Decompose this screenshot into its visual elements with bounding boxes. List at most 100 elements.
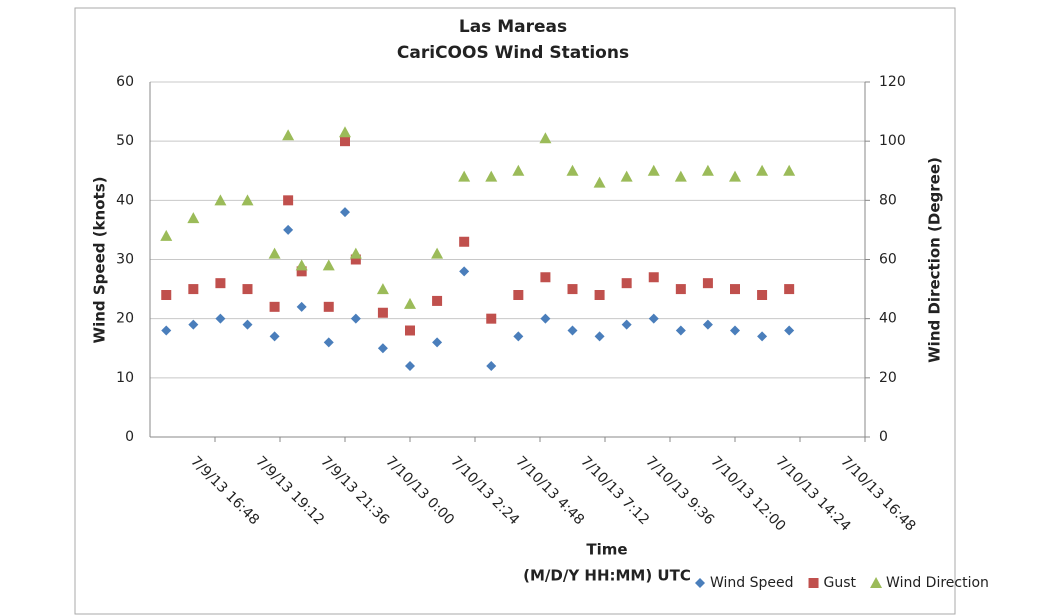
direction-marker [593, 176, 606, 188]
direction-marker [485, 170, 498, 182]
direction-marker [214, 194, 227, 206]
speed-marker [242, 319, 253, 330]
speed-marker [513, 331, 524, 342]
gust-marker [377, 307, 388, 318]
speed-marker [432, 337, 443, 348]
gust-marker [242, 284, 253, 295]
y2-tick-label: 0 [879, 429, 888, 445]
gust-marker [161, 290, 172, 300]
direction-marker [376, 283, 389, 295]
speed-marker [459, 266, 470, 277]
speed-marker [784, 325, 795, 336]
y2-axis-title: Wind Direction (Degree) [926, 157, 944, 363]
chart-frame [74, 7, 956, 615]
direction-marker [870, 577, 883, 588]
gust-marker [432, 295, 443, 306]
y2-tick-label: 20 [879, 370, 897, 386]
speed-marker [377, 343, 388, 354]
y2-tick-label: 40 [879, 311, 897, 327]
y2-tick-label: 60 [879, 252, 897, 268]
direction-marker [339, 126, 351, 138]
direction-marker [295, 259, 308, 271]
direction-marker [566, 164, 579, 176]
y-tick-label: 10 [116, 370, 134, 386]
speed-marker [675, 325, 686, 336]
direction-marker [783, 164, 796, 176]
gust-marker [283, 195, 294, 206]
direction-marker [458, 170, 471, 182]
direction-marker [512, 164, 525, 176]
x-axis-title: Time [586, 541, 627, 559]
direction-marker [404, 297, 416, 309]
direction-marker [282, 129, 295, 141]
speed-marker [648, 313, 659, 324]
direction-marker [539, 132, 552, 144]
speed-marker [215, 313, 226, 324]
legend-label: Gust [824, 575, 857, 591]
direction-marker [160, 229, 173, 241]
speed-marker [757, 331, 768, 342]
gust-marker [513, 290, 524, 300]
speed-marker [340, 207, 350, 218]
gust-marker [269, 301, 280, 312]
direction-marker [756, 164, 769, 176]
gust-marker [188, 284, 199, 295]
gust-marker [323, 301, 334, 312]
y-tick-label: 30 [116, 252, 134, 268]
x-axis-subtitle: (M/D/Y HH:MM) UTC [523, 567, 691, 585]
gust-marker [567, 284, 578, 295]
gust-marker [215, 278, 226, 289]
speed-marker [283, 224, 294, 235]
speed-marker [269, 331, 280, 342]
y-axis-title: Wind Speed (knots) [91, 177, 109, 344]
speed-marker [730, 325, 740, 336]
gust-marker [730, 284, 740, 295]
speed-marker [188, 319, 199, 330]
direction-marker [729, 170, 741, 182]
y-tick-label: 40 [116, 192, 134, 208]
gust-marker [808, 578, 819, 588]
speed-marker [405, 361, 415, 371]
gust-marker [459, 236, 470, 247]
speed-marker [486, 361, 497, 371]
speed-marker [702, 319, 713, 330]
gust-marker [702, 278, 713, 289]
gust-marker [486, 313, 497, 324]
direction-marker [187, 212, 200, 224]
legend-label: Wind Direction [886, 575, 989, 591]
speed-marker [323, 337, 334, 348]
y-tick-label: 20 [116, 311, 134, 327]
speed-marker [540, 313, 551, 324]
gust-marker [594, 290, 605, 300]
chart-subtitle: CariCOOS Wind Stations [397, 43, 629, 63]
gust-marker [296, 266, 307, 277]
chart-title: Las Mareas [459, 17, 567, 37]
gust-marker [784, 284, 795, 295]
y2-tick-label: 80 [879, 192, 897, 208]
gust-marker [675, 284, 686, 295]
speed-marker [161, 325, 172, 336]
y2-tick-label: 120 [879, 74, 906, 90]
y2-tick-label: 100 [879, 133, 906, 149]
direction-marker [268, 247, 281, 259]
direction-marker [322, 259, 335, 271]
speed-marker [567, 325, 578, 336]
direction-marker [349, 247, 362, 259]
gust-marker [648, 272, 659, 283]
direction-marker [431, 247, 444, 259]
gust-marker [340, 136, 350, 147]
direction-marker [674, 170, 687, 182]
gust-marker [350, 254, 361, 265]
gust-marker [757, 290, 768, 300]
y-tick-label: 60 [116, 74, 134, 90]
direction-marker [701, 164, 714, 176]
gust-marker [621, 278, 632, 289]
speed-marker [695, 578, 705, 588]
speed-marker [296, 301, 307, 312]
y-tick-label: 0 [125, 429, 134, 445]
y-tick-label: 50 [116, 133, 134, 149]
direction-marker [241, 194, 254, 206]
direction-marker [647, 164, 660, 176]
